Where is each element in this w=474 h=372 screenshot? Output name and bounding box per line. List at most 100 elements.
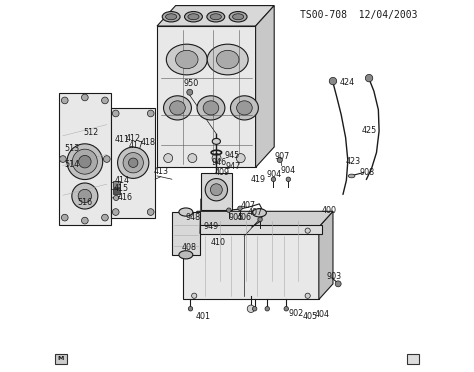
Circle shape xyxy=(258,217,262,222)
Circle shape xyxy=(188,307,193,311)
Bar xyxy=(55,354,67,364)
Text: 414: 414 xyxy=(114,176,129,185)
Text: 411: 411 xyxy=(114,135,129,144)
Text: 416: 416 xyxy=(117,193,132,202)
Circle shape xyxy=(73,149,97,174)
Ellipse shape xyxy=(165,14,177,20)
Bar xyxy=(113,181,120,187)
Text: 413: 413 xyxy=(153,167,168,176)
Circle shape xyxy=(62,214,68,221)
Circle shape xyxy=(113,195,118,201)
Circle shape xyxy=(247,305,255,312)
Text: 904: 904 xyxy=(267,170,282,179)
Ellipse shape xyxy=(229,12,247,22)
Bar xyxy=(183,227,319,299)
Circle shape xyxy=(67,144,103,180)
Ellipse shape xyxy=(237,101,252,115)
Bar xyxy=(157,26,255,167)
Text: 408: 408 xyxy=(181,243,196,252)
Circle shape xyxy=(103,155,110,163)
Circle shape xyxy=(82,217,88,224)
Text: 947: 947 xyxy=(226,162,241,171)
Ellipse shape xyxy=(203,101,219,115)
Circle shape xyxy=(210,184,222,196)
Text: 406: 406 xyxy=(236,213,251,222)
Circle shape xyxy=(78,189,91,203)
Circle shape xyxy=(101,97,108,104)
Text: M: M xyxy=(58,356,64,362)
Ellipse shape xyxy=(179,251,193,259)
Text: 405: 405 xyxy=(303,312,318,321)
Text: 410: 410 xyxy=(210,238,225,247)
Circle shape xyxy=(212,154,221,163)
Text: 950: 950 xyxy=(184,79,199,88)
Bar xyxy=(172,212,200,255)
Circle shape xyxy=(188,154,197,163)
Ellipse shape xyxy=(166,44,207,75)
Text: 417: 417 xyxy=(129,141,144,150)
Bar xyxy=(407,354,419,364)
Text: 946: 946 xyxy=(211,158,227,167)
Circle shape xyxy=(164,154,173,163)
Circle shape xyxy=(147,209,154,215)
Ellipse shape xyxy=(217,50,239,69)
Polygon shape xyxy=(183,211,333,227)
Circle shape xyxy=(205,179,228,201)
Circle shape xyxy=(238,206,242,211)
Text: 948: 948 xyxy=(185,213,201,222)
Text: 512: 512 xyxy=(83,128,99,137)
Circle shape xyxy=(128,158,138,167)
Text: 401: 401 xyxy=(196,312,211,321)
Circle shape xyxy=(329,77,337,85)
Text: 419: 419 xyxy=(251,175,266,184)
Ellipse shape xyxy=(233,14,244,20)
Circle shape xyxy=(79,155,91,168)
Circle shape xyxy=(305,228,310,233)
Ellipse shape xyxy=(348,174,355,178)
Text: 407: 407 xyxy=(241,201,255,210)
Circle shape xyxy=(253,307,257,311)
Circle shape xyxy=(60,155,66,163)
Text: 412: 412 xyxy=(126,134,141,143)
Bar xyxy=(111,108,155,218)
Circle shape xyxy=(286,177,291,182)
Ellipse shape xyxy=(170,101,185,115)
Text: 423: 423 xyxy=(346,157,361,166)
Text: 407: 407 xyxy=(247,208,263,217)
Ellipse shape xyxy=(210,14,221,20)
Ellipse shape xyxy=(175,50,198,69)
Circle shape xyxy=(72,183,98,209)
Text: 949: 949 xyxy=(203,222,219,231)
Ellipse shape xyxy=(184,12,202,22)
Text: 425: 425 xyxy=(362,126,377,135)
Text: 903: 903 xyxy=(327,272,342,280)
Circle shape xyxy=(112,110,119,117)
Bar xyxy=(113,188,120,194)
Text: 409: 409 xyxy=(215,169,230,177)
Circle shape xyxy=(118,147,149,179)
Circle shape xyxy=(265,307,270,311)
Ellipse shape xyxy=(188,14,199,20)
Polygon shape xyxy=(157,6,274,26)
Text: 513: 513 xyxy=(64,144,79,153)
Circle shape xyxy=(62,97,68,104)
Circle shape xyxy=(112,209,119,215)
Circle shape xyxy=(191,293,197,298)
Circle shape xyxy=(305,293,310,298)
Bar xyxy=(201,173,232,210)
Text: 514: 514 xyxy=(64,160,79,169)
Ellipse shape xyxy=(162,12,180,22)
Text: 424: 424 xyxy=(339,78,354,87)
Ellipse shape xyxy=(207,12,225,22)
Text: TS00-708  12/04/2003: TS00-708 12/04/2003 xyxy=(300,10,418,20)
Ellipse shape xyxy=(212,138,220,144)
Text: 905: 905 xyxy=(228,213,244,222)
Circle shape xyxy=(284,307,289,311)
Bar xyxy=(59,93,110,225)
Circle shape xyxy=(277,157,283,163)
Bar xyxy=(180,225,322,234)
Text: 908: 908 xyxy=(360,169,375,177)
Text: 904: 904 xyxy=(281,166,296,175)
Ellipse shape xyxy=(230,96,258,120)
Ellipse shape xyxy=(252,209,266,217)
